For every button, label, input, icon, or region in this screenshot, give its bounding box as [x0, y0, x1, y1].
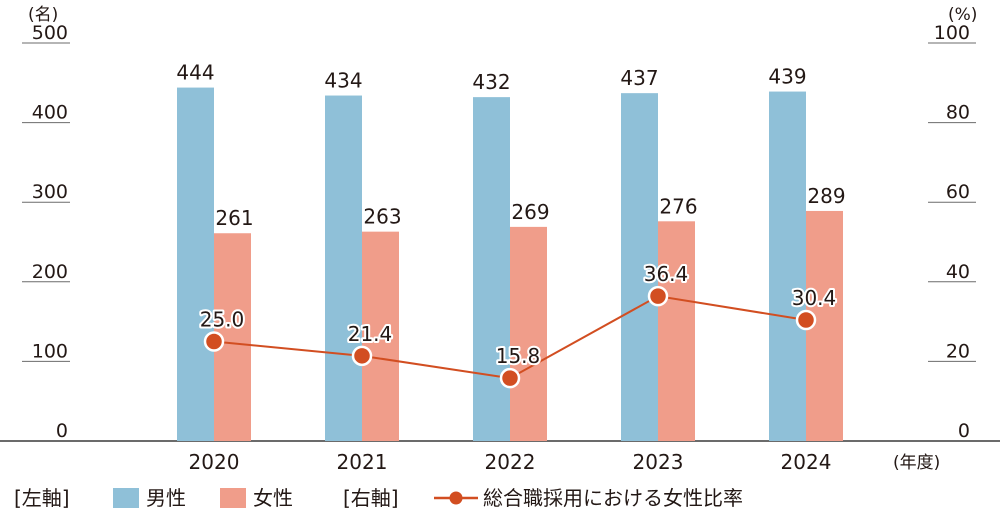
- legend-label-ratio: 総合職採用における女性比率: [483, 486, 743, 510]
- ratio-point: [203, 331, 225, 352]
- x-axis-category-label: 2023: [633, 450, 684, 474]
- x-axis-category-label: 2022: [485, 450, 536, 474]
- data-label-ratio: 30.4: [792, 286, 837, 310]
- data-label-male: 437: [620, 66, 658, 90]
- bar-male: [621, 93, 658, 441]
- bar-male: [473, 97, 510, 442]
- bars: [177, 87, 843, 442]
- left-axis-tick-label: 200: [32, 261, 68, 283]
- legend: [左軸] 男性 女性 [右軸] 総合職採用における女性比率: [14, 486, 743, 510]
- x-axis-category-label: 2021: [337, 450, 388, 474]
- data-label-male: 434: [324, 69, 362, 93]
- ratio-point: [499, 367, 521, 389]
- data-label-female: 261: [215, 206, 253, 230]
- bar-female: [510, 226, 547, 441]
- left-axis-tick-label: 400: [32, 102, 68, 124]
- data-label-ratio: 36.4: [644, 262, 689, 286]
- legend-marker-ratio: [449, 491, 463, 505]
- legend-swatch-male: [113, 488, 139, 508]
- legend-left-axis-label: [左軸]: [14, 486, 70, 510]
- bar-male: [325, 95, 362, 441]
- data-label-female: 269: [511, 200, 549, 224]
- ratio-point: [795, 309, 817, 331]
- data-label-ratio: 15.8: [496, 344, 541, 368]
- right-axis-tick-label: 40: [946, 261, 970, 283]
- ratio-point: [647, 285, 669, 307]
- left-axis-tick-label: 0: [56, 420, 68, 442]
- left-axis-tick-label: 100: [32, 340, 68, 362]
- ratio-point: [351, 345, 373, 367]
- left-axis-unit: (名): [28, 5, 58, 25]
- right-axis-tick-label: 80: [946, 102, 970, 124]
- right-axis-tick-label: 60: [946, 181, 970, 203]
- right-axis-tick-label: 100: [934, 22, 970, 44]
- bar-male: [769, 91, 806, 441]
- legend-right-axis-label: [右軸]: [343, 486, 399, 510]
- left-axis-tick-label: 500: [32, 22, 68, 44]
- legend-label-female: 女性: [253, 486, 293, 510]
- bar-male: [177, 87, 214, 442]
- data-label-male: 439: [768, 65, 806, 89]
- data-label-female: 289: [807, 184, 845, 208]
- left-axis-tick-label: 300: [32, 181, 68, 203]
- right-axis-unit: (%): [948, 5, 977, 25]
- data-label-ratio: 25.0: [200, 308, 245, 332]
- bar-female: [658, 221, 695, 441]
- line-layer: [203, 285, 817, 389]
- data-label-female: 263: [363, 205, 401, 229]
- x-axis-unit: (年度): [893, 453, 940, 473]
- data-label-male: 444: [176, 61, 214, 85]
- right-axis-tick-label: 20: [946, 340, 970, 362]
- right-axis-tick-label: 0: [958, 420, 970, 442]
- data-label-male: 432: [472, 70, 510, 94]
- data-label-female: 276: [659, 194, 697, 218]
- legend-label-male: 男性: [146, 486, 186, 510]
- x-axis-category-label: 2020: [189, 450, 240, 474]
- data-label-ratio: 21.4: [348, 322, 393, 346]
- labels: 444 434 432 437 439 261 263 269 276 289 25.0 21.4 15…: [176, 61, 845, 371]
- x-axis-category-label: 2024: [781, 450, 832, 474]
- bar-female: [362, 231, 399, 441]
- legend-swatch-female: [220, 488, 246, 508]
- axes: (名) (%) (年度) 0 100 200 300 400 500 0 20 40 60 80 10…: [28, 5, 977, 474]
